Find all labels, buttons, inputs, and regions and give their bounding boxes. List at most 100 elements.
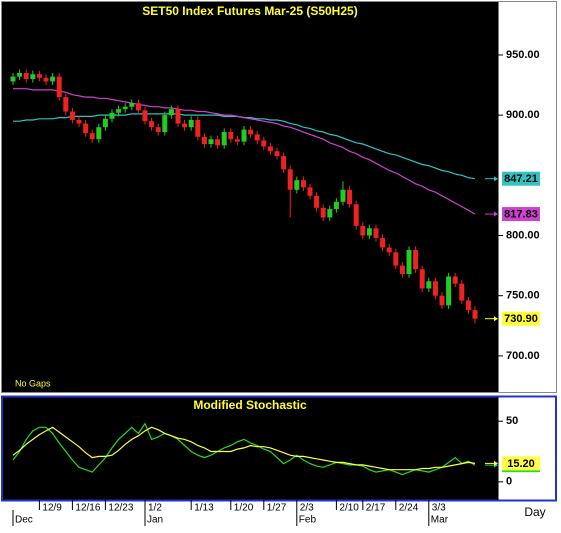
x-axis-label: Day — [524, 505, 545, 519]
chart-title: SET50 Index Futures Mar-25 (S50H25) — [142, 4, 357, 18]
x-tick-label: 2/17 — [366, 503, 386, 514]
candle-body — [287, 169, 293, 190]
x-tick-label: 1/13 — [194, 503, 214, 514]
last-value-label: 847.21 — [504, 173, 538, 185]
candle-body — [23, 73, 29, 80]
candle-body — [50, 76, 56, 82]
last-arrow-head — [494, 176, 498, 182]
line-series — [13, 88, 476, 215]
candle-body — [320, 207, 326, 218]
y-tick-label: 800.00 — [506, 229, 540, 241]
candle-body — [353, 204, 359, 226]
candle-body — [168, 109, 174, 116]
x-month-label: Feb — [299, 515, 317, 526]
candle-body — [116, 109, 122, 113]
candle-body — [89, 133, 95, 140]
last-value-box — [502, 456, 540, 471]
candle-body — [188, 119, 194, 128]
candle-body — [406, 249, 412, 275]
annotation: No Gaps — [15, 378, 51, 388]
candle-body — [459, 283, 465, 301]
candle-body — [452, 276, 458, 284]
last-arrow-head — [494, 460, 498, 466]
x-tick-label: 3/3 — [432, 503, 446, 514]
line-series — [12, 426, 476, 471]
candle-body — [30, 74, 36, 80]
candle-body — [419, 269, 425, 289]
candle-body — [373, 228, 379, 238]
y-tick-label: 50 — [506, 415, 518, 427]
candle-body — [175, 109, 181, 124]
stochastic-title: Modified Stochastic — [193, 398, 307, 412]
candle-body — [149, 121, 155, 128]
candle-body — [366, 228, 372, 236]
y-tick-label: 0 — [506, 476, 512, 488]
stochastic-panel-border — [1, 395, 557, 502]
x-tick-label: 2/3 — [300, 503, 314, 514]
candle-body — [472, 310, 478, 319]
candle-body — [36, 74, 42, 78]
candle-body — [102, 118, 108, 128]
line-series — [12, 422, 476, 476]
candle-body — [17, 73, 23, 77]
candle-body — [465, 300, 471, 311]
candle-body — [294, 180, 300, 190]
candle-body — [234, 139, 240, 142]
x-month-label: Mar — [431, 515, 449, 526]
last-value-box — [502, 311, 540, 326]
candle-body — [208, 139, 214, 145]
candle-body — [182, 123, 188, 128]
candle-body — [380, 237, 386, 248]
y-tick-label: 750.00 — [506, 290, 540, 302]
candle-body — [162, 115, 168, 132]
candle-body — [43, 77, 49, 82]
x-month-label: Dec — [15, 515, 33, 526]
y-tick-label: 900.00 — [506, 109, 540, 121]
candle-body — [254, 134, 260, 141]
y-tick-label: 950.00 — [506, 49, 540, 61]
y-tick-label: 700.00 — [506, 350, 540, 362]
candle-body — [360, 225, 366, 236]
candle-body — [135, 103, 141, 111]
candle-body — [314, 195, 320, 208]
candle-body — [63, 97, 69, 112]
x-tick-label: 2/10 — [339, 503, 359, 514]
candle-body — [307, 187, 313, 196]
candle-body — [248, 129, 254, 135]
candle-body — [56, 76, 62, 98]
candle-body — [300, 180, 306, 188]
x-tick-label: 1/2 — [148, 503, 162, 514]
x-tick-label: 1/20 — [234, 503, 254, 514]
candle-body — [386, 247, 392, 253]
candle-body — [241, 129, 247, 142]
candle-body — [413, 249, 419, 270]
x-month-label: Jan — [147, 515, 163, 526]
candle-body — [426, 281, 432, 289]
candle-body — [10, 76, 16, 82]
stochastic-panel — [2, 397, 498, 500]
candle-body — [129, 103, 135, 107]
last-value-box — [502, 171, 540, 186]
last-value-label: 15.20 — [507, 458, 535, 470]
last-arrow-head — [494, 316, 498, 322]
candle-body — [76, 119, 82, 124]
candle-body — [446, 276, 452, 306]
candle-body — [195, 119, 201, 137]
candle-body — [274, 151, 280, 157]
candle-body — [393, 252, 399, 266]
candle-body — [347, 189, 353, 205]
last-value-label: 730.90 — [504, 313, 538, 325]
last-arrow-head — [494, 211, 498, 217]
candle-body — [432, 281, 438, 296]
candle-body — [69, 111, 75, 120]
candle-body — [109, 112, 115, 119]
x-tick-label: 2/24 — [399, 503, 419, 514]
candle-body — [267, 146, 273, 152]
candle-body — [142, 110, 148, 122]
x-tick-label: 1/27 — [267, 503, 287, 514]
candle-body — [439, 295, 445, 306]
candle-body — [215, 139, 221, 146]
x-tick-label: 12/9 — [42, 503, 62, 514]
price-panel-border — [1, 1, 557, 393]
